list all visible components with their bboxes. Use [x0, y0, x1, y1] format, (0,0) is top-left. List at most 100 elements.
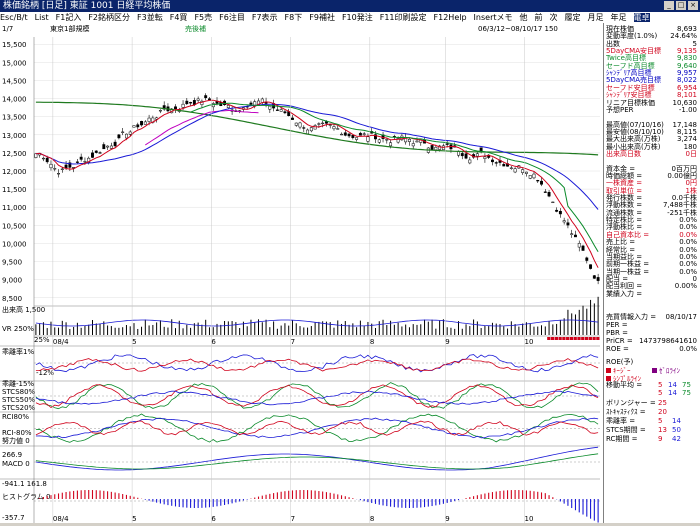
param-value[interactable]: 42 — [672, 435, 681, 443]
candle-body — [128, 131, 132, 135]
info-value: 8,101 — [676, 91, 697, 100]
ma-value[interactable]: 14 — [668, 381, 677, 389]
menu-item[interactable]: Esc/B/t — [0, 13, 28, 22]
param-value[interactable]: 25 — [658, 399, 667, 407]
menu-item[interactable]: 前 — [534, 13, 543, 22]
info-label: 時価総額 = — [606, 172, 643, 180]
candle-body — [513, 168, 517, 173]
kairi-bound-label: 乖離-15% — [2, 379, 34, 388]
info-row: 予想PER -1.00 — [606, 106, 699, 114]
signal-marker — [592, 337, 596, 340]
candle-body — [302, 127, 306, 129]
menu-item[interactable]: 他 — [519, 13, 528, 22]
candle-body — [434, 147, 438, 151]
rci-high-label: RCI80% — [2, 413, 29, 421]
legend-item: ｷｰｼﾞｰ — [606, 367, 652, 375]
function-key-bar: Esc/B/t List F1記入 F2銘柄区分 F3並転 F4買 F5売 F6注目 F7表示 F… — [0, 12, 700, 23]
stc-green-line — [35, 382, 599, 410]
ma-value[interactable]: 75 — [682, 389, 691, 397]
candle-body — [543, 191, 547, 193]
menu-item[interactable]: F5売 — [194, 13, 213, 22]
menu-item[interactable]: F4買 — [169, 13, 188, 22]
candle-body — [592, 275, 596, 279]
candle-body — [491, 159, 494, 163]
menu-item[interactable]: F11印刷設定 — [379, 13, 427, 22]
candle-body — [208, 98, 211, 100]
info-value: 0.0% — [679, 230, 697, 239]
candlestick-series — [34, 93, 600, 285]
legend-item: ｼﾝﾌﾟﾙﾗｲﾝ — [606, 375, 652, 383]
menu-item[interactable]: F10発注 — [341, 13, 373, 22]
info-row: リニア目標株価 10,630 — [606, 99, 699, 107]
info-value: 0.0% — [679, 260, 697, 269]
candle-body — [147, 117, 151, 122]
info-label: 予想PER — [606, 105, 634, 114]
menu-item[interactable]: F3並転 — [137, 13, 163, 22]
info-label: ROE = — [606, 345, 629, 353]
candle-body — [41, 157, 45, 160]
menu-item[interactable]: F2銘柄区分 — [88, 13, 131, 22]
menu-item[interactable]: F8下 — [284, 13, 303, 22]
menu-item[interactable]: Insertメモ — [473, 13, 513, 22]
info-label: PriCR = — [606, 337, 633, 345]
menu-item[interactable]: F7表示 — [251, 13, 278, 22]
page-indicator: 1/7 — [2, 25, 13, 33]
price-axis-label: 15,000 — [2, 59, 27, 67]
kairi-label: 乖離率1% — [2, 347, 34, 356]
menu-item[interactable]: F9補社 — [309, 13, 335, 22]
menu-item[interactable]: 次 — [549, 13, 558, 22]
kairi-blue-line — [35, 354, 599, 373]
menu-item[interactable]: 履定 — [564, 13, 581, 22]
stc-mid-label: STCS50% — [2, 396, 36, 404]
candle-body — [385, 139, 389, 141]
menu-item[interactable]: 月足 — [587, 13, 604, 22]
price-axis-label: 13,000 — [2, 132, 27, 140]
ma-value[interactable]: 75 — [682, 381, 691, 389]
menu-item-selected[interactable]: 電卓 — [633, 13, 650, 22]
candle-body — [324, 121, 328, 124]
info-label: Twice高目標 — [606, 54, 646, 63]
stc-low-label: STCS20% — [2, 404, 36, 412]
section-label: 東京1部規模 — [50, 24, 89, 33]
param-value[interactable]: 9 — [658, 435, 663, 443]
macd-max-label: 266.9 — [2, 451, 22, 459]
candle-body — [143, 121, 147, 125]
price-axis-label: 14,500 — [2, 77, 27, 85]
param-row: ボリンジャー = 25 — [606, 399, 699, 407]
info-row: 最小出来高(万株) 180 — [606, 143, 699, 151]
ma-value[interactable]: 5 — [658, 389, 663, 397]
info-label: 最高値(07/10/16) — [606, 120, 664, 129]
close-button[interactable]: × — [688, 1, 698, 10]
ma-value[interactable]: 14 — [668, 389, 677, 397]
ma-value[interactable]: 5 — [658, 381, 663, 389]
candle-body — [189, 102, 193, 104]
info-label: セーフド安目標 — [606, 83, 655, 92]
info-label: 5DayCMA安目標 — [606, 47, 661, 56]
param-value[interactable]: 13 — [658, 426, 667, 434]
param-value[interactable]: 50 — [672, 426, 681, 434]
param-value[interactable]: 20 — [658, 408, 667, 416]
menu-item[interactable]: F1記入 — [55, 13, 82, 22]
menu-item[interactable]: F6注目 — [219, 13, 245, 22]
candle-body — [521, 169, 525, 173]
param-value[interactable]: 5 — [658, 417, 663, 425]
minimize-button[interactable]: _ — [664, 1, 674, 10]
candle-body — [64, 164, 68, 168]
candle-body — [249, 102, 253, 105]
candle-body — [532, 173, 536, 179]
stock-chart[interactable]: 1/7 東京1部規模 売後補 06/3/12~08/10/17 150 15,500 15… — [0, 23, 603, 523]
menu-item[interactable]: F12Help — [433, 13, 467, 22]
maximize-button[interactable]: □ — [676, 1, 686, 10]
info-value: 1473798641610 — [639, 337, 697, 345]
info-label: 売買情報入力 = — [606, 313, 657, 321]
signal-marker — [588, 337, 592, 340]
info-value: 08/10/17 — [665, 313, 697, 321]
candle-body — [457, 151, 460, 156]
candle-body — [34, 153, 38, 158]
menu-item[interactable]: 年足 — [610, 13, 627, 22]
param-value[interactable]: 14 — [672, 417, 681, 425]
price-axis-label: 9,000 — [2, 277, 22, 285]
candle-body — [94, 150, 98, 153]
menu-item[interactable]: List — [34, 13, 49, 22]
info-row: 最安値(08/10/10) 8,115 — [606, 128, 699, 136]
